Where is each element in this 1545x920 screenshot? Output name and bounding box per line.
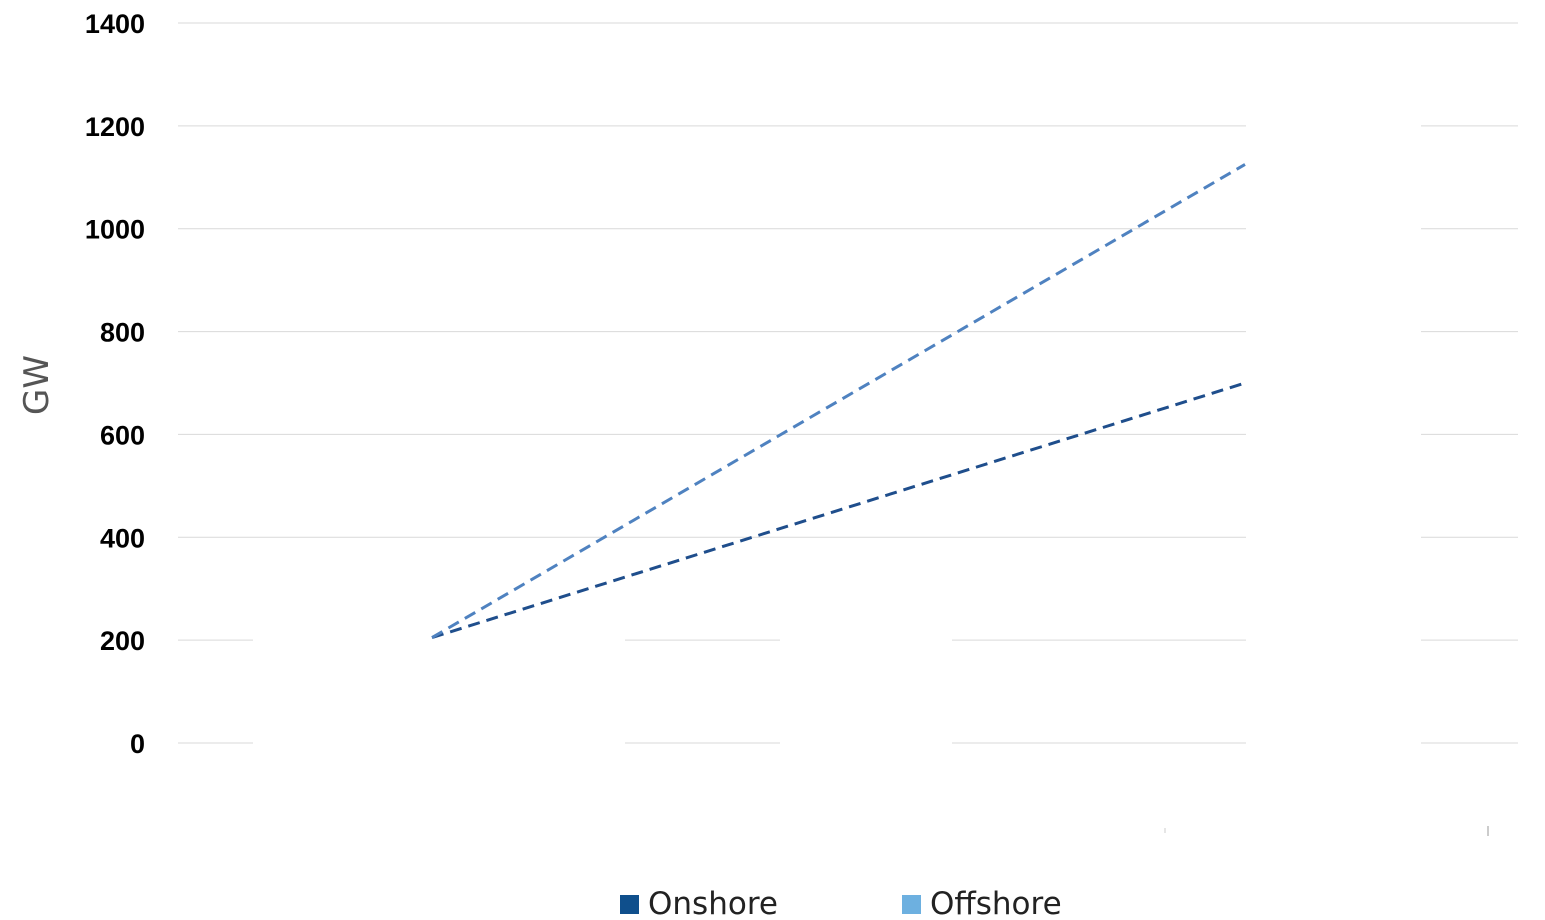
y-tick-label: 0 [130,729,145,759]
legend: Onshore Offshore [620,886,1062,920]
gridline-gap [1246,100,1421,770]
series-lines [431,163,1246,640]
legend-label-onshore: Onshore [648,886,778,920]
y-tick-label: 800 [100,318,145,348]
y-tick-label: 600 [100,420,145,450]
legend-item-onshore: Onshore [620,886,778,920]
legend-swatch-onshore [620,895,639,914]
gridline-gap [780,600,952,760]
legend-item-offshore: Offshore [902,886,1062,920]
series-line-offshore [431,163,1246,639]
gridlines [178,22,1518,770]
y-tick-label: 1200 [85,112,145,142]
y-tick-label: 400 [100,523,145,553]
gridline-gap [253,600,625,760]
y-tick-label: 200 [100,626,145,656]
y-axis-tick-labels: 0 200 400 600 800 1000 1200 1400 [85,9,145,759]
y-tick-label: 1000 [85,215,145,245]
series-line-onshore [431,381,1246,640]
y-tick-label: 1400 [85,9,145,39]
legend-swatch-offshore [902,895,921,914]
legend-label-offshore: Offshore [930,886,1062,920]
y-axis-title: GW [17,355,57,415]
